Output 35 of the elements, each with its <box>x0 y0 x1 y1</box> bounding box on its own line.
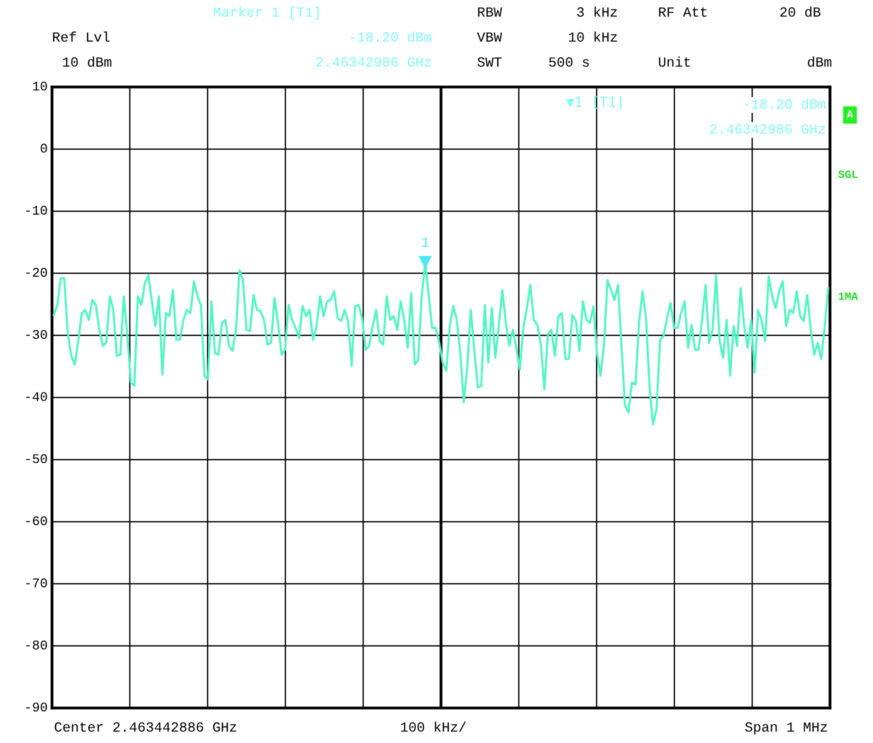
y-tick-label: -20 <box>26 268 48 277</box>
y-tick-label: -60 <box>26 516 48 526</box>
y-tick-label: 10 <box>32 82 48 91</box>
text: RBW <box>478 7 502 17</box>
text: SWT <box>478 57 502 67</box>
annotation: 1 <box>422 238 429 247</box>
annotation: -18.20 dBm <box>744 98 826 109</box>
text: 1MA <box>838 292 858 300</box>
y-tick-label: -30 <box>26 330 48 339</box>
text: 10 dBm <box>63 56 112 67</box>
text: Ref Lvl <box>53 32 110 42</box>
text: Marker 1 [T1] <box>214 6 319 20</box>
y-tick-label: -10 <box>26 206 48 215</box>
text: 500 s <box>549 57 589 67</box>
text: SGL <box>838 170 858 178</box>
y-tick-label: 0 <box>40 144 48 153</box>
text: Center 2.463442886 GHz <box>54 722 236 732</box>
text: Unit <box>658 56 690 67</box>
text: 2.46342986 GHz <box>316 57 431 67</box>
text: A <box>846 110 854 118</box>
text: 10 kHz <box>568 32 617 42</box>
y-tick-label: -70 <box>26 578 48 588</box>
text: VBW <box>477 32 502 42</box>
y-tick-label: -90 <box>26 702 48 712</box>
text: 3 kHz <box>577 6 617 17</box>
annotation: 2.46342986 GHz <box>710 124 825 134</box>
y-tick-label: -80 <box>26 640 48 650</box>
text: dBm <box>808 56 832 67</box>
y-tick-label: -40 <box>26 392 48 402</box>
text: Span 1 MHz <box>745 722 827 734</box>
text: 100 kHz/ <box>401 722 466 732</box>
text: 20 dB <box>780 6 820 17</box>
text: -18.20 dBm <box>350 32 432 42</box>
y-tick-label: -50 <box>26 454 48 464</box>
text: RF Att <box>659 7 707 17</box>
